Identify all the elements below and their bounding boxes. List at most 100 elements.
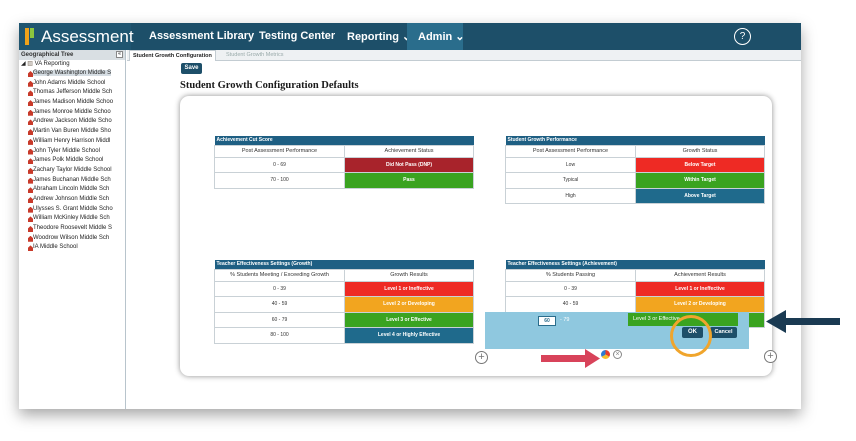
tree-school-item[interactable]: Martin Van Buren Middle Sho — [19, 127, 125, 137]
teacher-effectiveness-growth-table: Teacher Effectiveness Settings (Growth) … — [214, 260, 474, 344]
tree-root-item[interactable]: ◢ ▥ VA Reporting — [19, 60, 125, 69]
status-cell: Level 2 or Developing — [635, 296, 765, 313]
tree-school-item[interactable]: IA Middle School — [19, 243, 125, 253]
tree-school-item[interactable]: Theodore Roosevelt Middle S — [19, 224, 125, 234]
tree-school-label: William Henry Harrison Middl — [33, 137, 111, 144]
column-header: Achievement Results — [635, 268, 765, 282]
school-icon — [28, 119, 33, 126]
column-header: Post Assessment Performance — [505, 144, 636, 158]
geographical-tree-title: Geographical Tree — [21, 52, 74, 58]
nav-reporting[interactable]: Reporting ⌄ — [347, 31, 412, 43]
tree-school-label: Woodrow Wilson Middle Sch — [33, 234, 110, 241]
table-row[interactable]: High Above Target — [505, 187, 765, 204]
tree-school-item[interactable]: Andrew Jackson Middle Scho — [19, 117, 125, 127]
top-navigation-bar: Assessment Assessment Library Testing Ce… — [19, 23, 801, 50]
app-logo-icon — [25, 28, 34, 45]
school-icon — [28, 129, 33, 136]
student-growth-performance-table: Student Growth Performance Post Assessme… — [505, 136, 765, 204]
table-row[interactable]: 70 - 100 Pass — [214, 172, 474, 189]
status-cell: Did Not Pass (DNP) — [344, 156, 474, 173]
school-icon — [28, 216, 33, 223]
range-end-text: - 79 — [560, 317, 570, 323]
tree-school-item[interactable]: James Polk Middle School — [19, 156, 125, 166]
tree-school-item[interactable]: James Madison Middle Schoo — [19, 98, 125, 108]
range-cell: Low — [505, 156, 636, 173]
tab-student-growth-metrics[interactable]: Student Growth Metrics — [226, 52, 284, 58]
tree-school-item[interactable]: John Adams Middle School — [19, 79, 125, 89]
add-row-icon[interactable]: + — [475, 351, 488, 364]
table-title: Achievement Cut Score — [214, 136, 474, 145]
status-cell: Above Target — [635, 187, 765, 204]
tab-bar: Student Growth Configuration Student Gro… — [127, 50, 801, 61]
tree-expand-icon[interactable]: ◢ — [21, 61, 26, 67]
tree-school-item[interactable]: William McKinley Middle Sch — [19, 214, 125, 224]
tree-school-item[interactable]: William Henry Harrison Middl — [19, 137, 125, 147]
tree-school-label: George Washington Middle S — [33, 70, 112, 76]
school-icon — [28, 80, 33, 87]
tree-school-item[interactable]: Abraham Lincoln Middle Sch — [19, 185, 125, 195]
school-icon — [28, 206, 33, 213]
column-header: Achievement Status — [344, 144, 474, 158]
ok-highlight-circle — [670, 315, 712, 357]
status-cell: Level 4 or Highly Effective — [344, 327, 474, 344]
table-row[interactable]: 80 - 100 Level 4 or Highly Effective — [214, 327, 474, 344]
tree-school-item[interactable]: John Tyler Middle School — [19, 147, 125, 157]
column-header: Post Assessment Performance — [214, 144, 345, 158]
school-icon — [28, 177, 33, 184]
tree-school-list: George Washington Middle S John Adams Mid… — [19, 69, 125, 253]
tree-school-item[interactable]: George Washington Middle S — [19, 69, 125, 79]
tree-school-label: Andrew Jackson Middle Scho — [33, 118, 112, 125]
tree-school-label: IA Middle School — [33, 244, 78, 251]
range-start-input[interactable]: 60 — [538, 316, 556, 326]
cancel-button[interactable]: Cancel — [710, 327, 737, 338]
column-header: Growth Status — [635, 144, 765, 158]
tree-school-item[interactable]: Ulysses S. Grant Middle Scho — [19, 205, 125, 215]
tree-school-item[interactable]: Thomas Jefferson Middle Sch — [19, 88, 125, 98]
table-row[interactable]: Typical Within Target — [505, 172, 765, 189]
geographical-tree-panel: Geographical Tree « ◢ ▥ VA Reporting Geo… — [19, 50, 126, 409]
tab-student-growth-configuration[interactable]: Student Growth Configuration — [129, 50, 216, 61]
range-cell: 0 - 39 — [505, 280, 636, 297]
school-icon — [28, 100, 33, 107]
column-header: % Students Meeting / Exceeding Growth — [214, 268, 345, 282]
tree-school-item[interactable]: Andrew Johnson Middle Sch — [19, 195, 125, 205]
add-row-icon[interactable]: + — [764, 350, 777, 363]
tree-school-item[interactable]: Woodrow Wilson Middle Sch — [19, 234, 125, 244]
clear-icon[interactable]: × — [613, 350, 622, 359]
tree-school-label: John Adams Middle School — [33, 79, 106, 86]
tree-school-label: James Monroe Middle Schoo — [33, 108, 111, 115]
range-cell: 40 - 59 — [214, 296, 345, 313]
achievement-cut-score-table: Achievement Cut Score Post Assessment Pe… — [214, 136, 474, 189]
geographical-tree-header: Geographical Tree « — [19, 50, 125, 60]
range-cell: 60 - 79 — [214, 311, 345, 328]
table-row[interactable]: 40 - 59 Level 2 or Developing — [214, 296, 474, 313]
tree-school-label: James Polk Middle School — [33, 157, 104, 164]
app-title: Assessment — [41, 27, 134, 46]
status-cell: Below Target — [635, 156, 765, 173]
color-picker-icon[interactable] — [601, 350, 610, 359]
tree-school-item[interactable]: James Monroe Middle Schoo — [19, 108, 125, 118]
tree-school-label: Zachary Taylor Middle School — [33, 166, 112, 173]
range-cell: 40 - 59 — [505, 296, 636, 313]
save-button[interactable]: Save — [181, 63, 202, 74]
nav-assessment-library[interactable]: Assessment Library — [149, 30, 255, 42]
tree-school-label: William McKinley Middle Sch — [33, 215, 110, 222]
tree-school-label: Andrew Johnson Middle Sch — [33, 195, 110, 202]
table-row[interactable]: 40 - 59 Level 2 or Developing — [505, 296, 765, 313]
help-icon[interactable]: ? — [734, 28, 751, 45]
table-row[interactable]: 0 - 69 Did Not Pass (DNP) — [214, 156, 474, 173]
table-row[interactable]: Low Below Target — [505, 156, 765, 173]
tree-school-item[interactable]: Zachary Taylor Middle School — [19, 166, 125, 176]
range-cell: High — [505, 187, 636, 204]
page-heading: Student Growth Configuration Defaults — [180, 80, 359, 91]
collapse-panel-icon[interactable]: « — [116, 51, 123, 58]
table-title: Student Growth Performance — [505, 136, 765, 145]
app-logo-area[interactable]: Assessment — [19, 23, 134, 50]
tree-school-item[interactable]: James Buchanan Middle Sch — [19, 176, 125, 186]
nav-admin[interactable]: Admin ⌄ — [418, 31, 465, 43]
school-icon — [28, 71, 33, 77]
nav-testing-center[interactable]: Testing Center — [259, 30, 336, 42]
table-row[interactable]: 0 - 39 Level 1 or Ineffective — [505, 280, 765, 297]
table-row[interactable]: 0 - 39 Level 1 or Ineffective — [214, 280, 474, 297]
